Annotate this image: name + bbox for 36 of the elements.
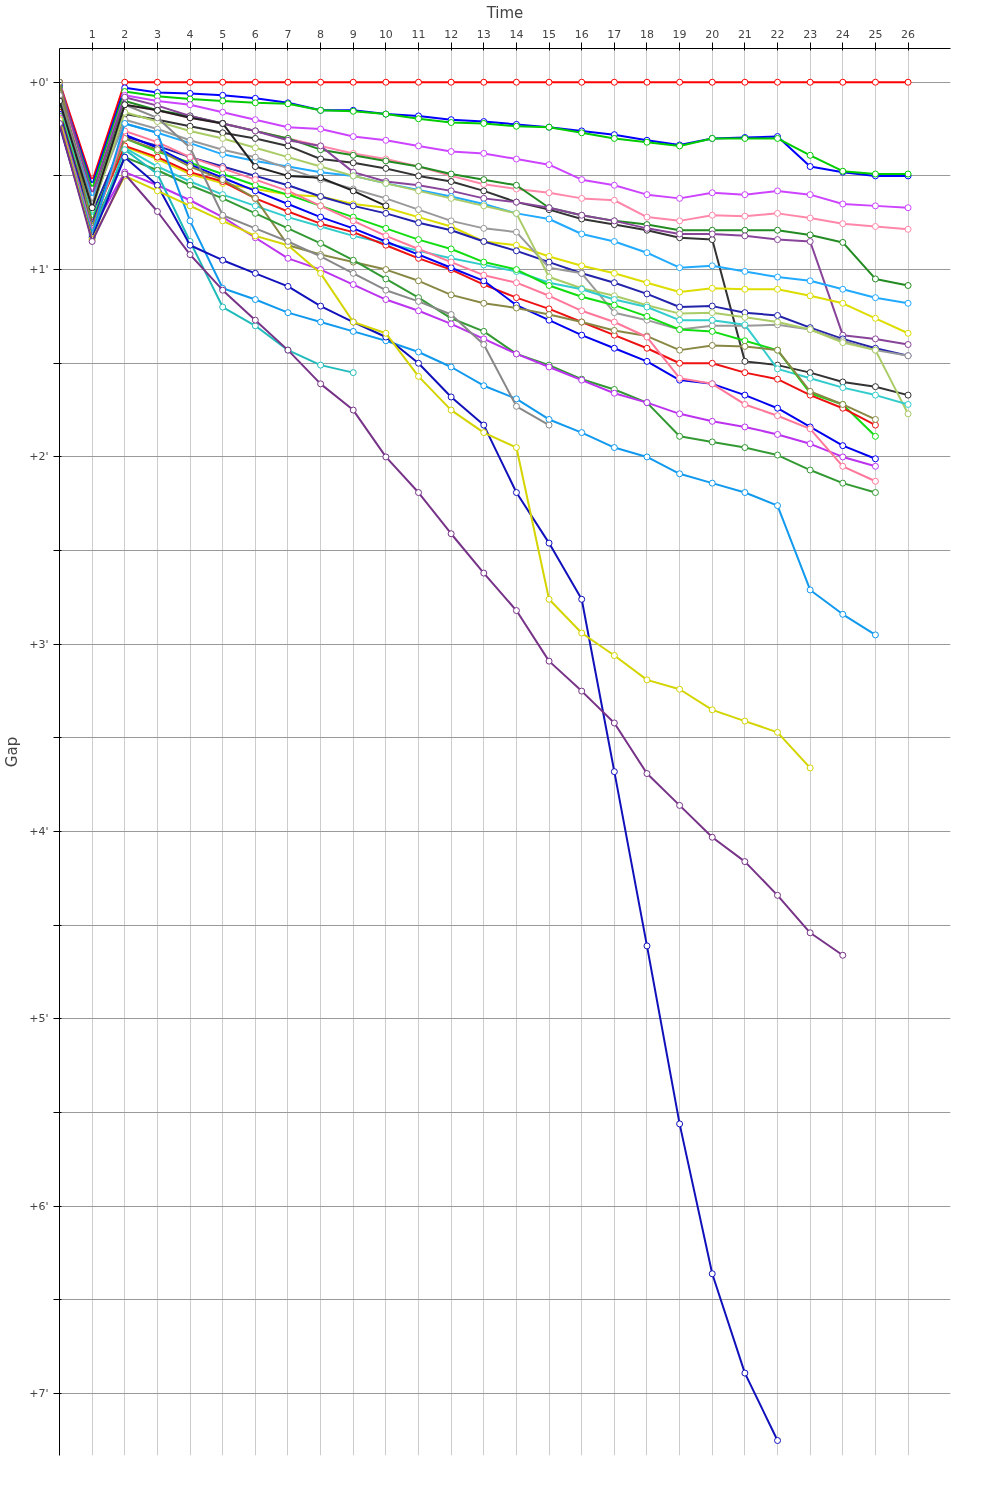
x-tick-label: 19 bbox=[672, 27, 687, 41]
x-tick-label: 8 bbox=[317, 27, 325, 41]
x-tick-label: 5 bbox=[219, 27, 227, 41]
y-axis-title: Gap bbox=[3, 736, 22, 768]
x-tick-label: 24 bbox=[835, 27, 850, 41]
x-tick-label: 20 bbox=[705, 27, 720, 41]
y-tick-label: +6' bbox=[29, 1199, 49, 1213]
x-tick-label: 10 bbox=[378, 27, 393, 41]
x-tick-label: 26 bbox=[901, 27, 916, 41]
x-tick-label: 12 bbox=[444, 27, 459, 41]
x-tick-label: 22 bbox=[770, 27, 785, 41]
x-tick-label: 9 bbox=[349, 27, 357, 41]
x-tick-label: 18 bbox=[639, 27, 654, 41]
y-tick-label: +3' bbox=[29, 637, 49, 651]
y-tick-label: +0' bbox=[29, 75, 49, 89]
x-tick-label: 16 bbox=[574, 27, 589, 41]
x-tick-label: 14 bbox=[509, 27, 524, 41]
x-tick-label: 25 bbox=[868, 27, 883, 41]
x-tick-label: 7 bbox=[284, 27, 292, 41]
x-tick-label: 1 bbox=[88, 27, 96, 41]
x-tick-label: 23 bbox=[803, 27, 818, 41]
y-tick-label: +4' bbox=[29, 825, 49, 839]
x-tick-label: 17 bbox=[607, 27, 622, 41]
x-tick-label: 15 bbox=[542, 27, 557, 41]
x-tick-label: 21 bbox=[737, 27, 752, 41]
x-tick-label: 2 bbox=[121, 27, 129, 41]
y-tick-label: +2' bbox=[29, 450, 49, 464]
x-tick-label: 11 bbox=[411, 27, 426, 41]
x-tick-label: 13 bbox=[476, 27, 491, 41]
y-tick-label: +1' bbox=[29, 263, 49, 277]
x-tick-label: 4 bbox=[186, 27, 194, 41]
y-tick-label: +7' bbox=[29, 1387, 49, 1401]
x-axis-title: Time bbox=[485, 3, 524, 22]
x-tick-label: 3 bbox=[153, 27, 161, 41]
x-tick-label: 6 bbox=[251, 27, 259, 41]
y-tick-label: +5' bbox=[29, 1012, 49, 1026]
